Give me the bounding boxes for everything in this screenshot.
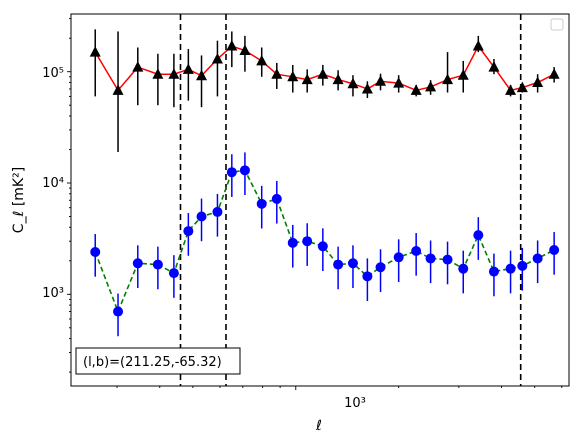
annotation-text: (l,b)=(211.25,-65.32): [83, 355, 222, 370]
circle-point: [473, 230, 484, 241]
triangle-point: [182, 63, 194, 74]
series-triangle-points: [89, 40, 560, 95]
circle-point: [256, 198, 267, 209]
circle-point: [287, 237, 298, 248]
triangle-point: [425, 80, 437, 92]
triangle-point: [239, 44, 251, 56]
circle-point: [549, 245, 560, 256]
y-axis-ticks: [67, 18, 71, 373]
circle-point: [226, 167, 237, 178]
y-tick-label-1e5: 10⁵: [42, 66, 64, 81]
y-axis-label: C_ℓ [mK²]: [11, 167, 27, 233]
triangle-point: [271, 68, 283, 79]
triangle-point: [375, 75, 387, 86]
circle-point: [271, 193, 282, 204]
triangle-point: [457, 69, 469, 80]
circle-point: [458, 263, 469, 274]
circle-point: [113, 306, 124, 317]
y-tick-label-1e3: 10³: [42, 286, 64, 301]
circle-point: [317, 241, 328, 252]
circle-point: [90, 246, 101, 257]
series-circle-line: [94, 169, 555, 314]
triangle-point: [532, 76, 544, 87]
circle-point: [152, 259, 163, 270]
circle-point: [333, 259, 344, 270]
triangle-point: [211, 53, 223, 64]
x-axis-ticks: [116, 386, 563, 390]
circle-series-line: [94, 169, 555, 314]
triangle-point: [301, 73, 313, 85]
circle-point: [132, 258, 143, 269]
x-axis-label: ℓ: [315, 418, 322, 434]
circle-point: [239, 165, 250, 176]
triangle-point: [472, 40, 484, 51]
triangle-point: [361, 82, 373, 94]
circle-point: [532, 253, 543, 264]
circle-point: [375, 262, 386, 273]
circle-point: [505, 263, 516, 274]
triangle-point: [152, 68, 164, 79]
circle-point: [347, 258, 358, 269]
triangle-point: [347, 77, 359, 89]
circle-point: [425, 253, 436, 264]
triangle-point: [516, 81, 528, 93]
circle-point: [362, 271, 373, 282]
triangle-point: [89, 46, 101, 57]
annotation-box: [75, 347, 241, 375]
triangle-point: [410, 84, 422, 95]
triangle-point: [505, 84, 517, 95]
circle-point: [212, 206, 223, 217]
circle-point: [411, 245, 422, 256]
triangle-point: [488, 61, 500, 72]
x-tick-label-1000: 10³: [344, 396, 366, 411]
triangle-point: [132, 61, 144, 72]
circle-point: [517, 260, 528, 271]
circle-point: [183, 226, 194, 237]
circle-point: [302, 236, 313, 247]
triangle-point: [112, 84, 124, 95]
triangle-point: [287, 70, 299, 82]
triangle-point: [442, 73, 454, 85]
triangle-point: [332, 73, 344, 85]
triangle-point: [256, 54, 268, 66]
triangle-point: [548, 68, 560, 79]
y-tick-label-1e4: 10⁴: [42, 176, 64, 191]
circle-point: [488, 266, 499, 277]
vertical-lines: [179, 14, 522, 386]
legend-box: [550, 18, 564, 31]
triangle-point: [317, 68, 329, 79]
triangle-point: [393, 77, 405, 88]
circle-point: [168, 268, 179, 279]
circle-point: [393, 252, 404, 263]
series-circle-points: [90, 165, 560, 317]
circle-point: [196, 211, 207, 222]
triangle-point: [168, 68, 180, 79]
triangle-point: [196, 69, 208, 81]
circle-point: [442, 254, 453, 265]
triangle-point: [226, 40, 238, 51]
